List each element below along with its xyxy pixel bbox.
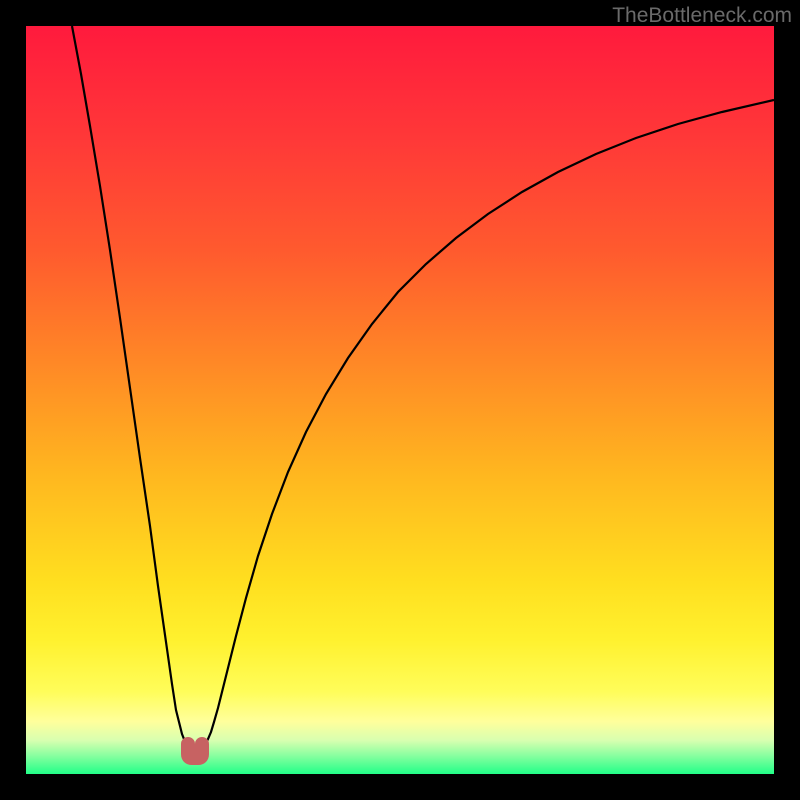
chart-area xyxy=(26,26,774,774)
watermark-text: TheBottleneck.com xyxy=(612,4,792,28)
optimal-marker xyxy=(181,737,209,765)
chart-frame: TheBottleneck.com xyxy=(0,0,800,800)
bottleneck-curve xyxy=(26,26,774,774)
